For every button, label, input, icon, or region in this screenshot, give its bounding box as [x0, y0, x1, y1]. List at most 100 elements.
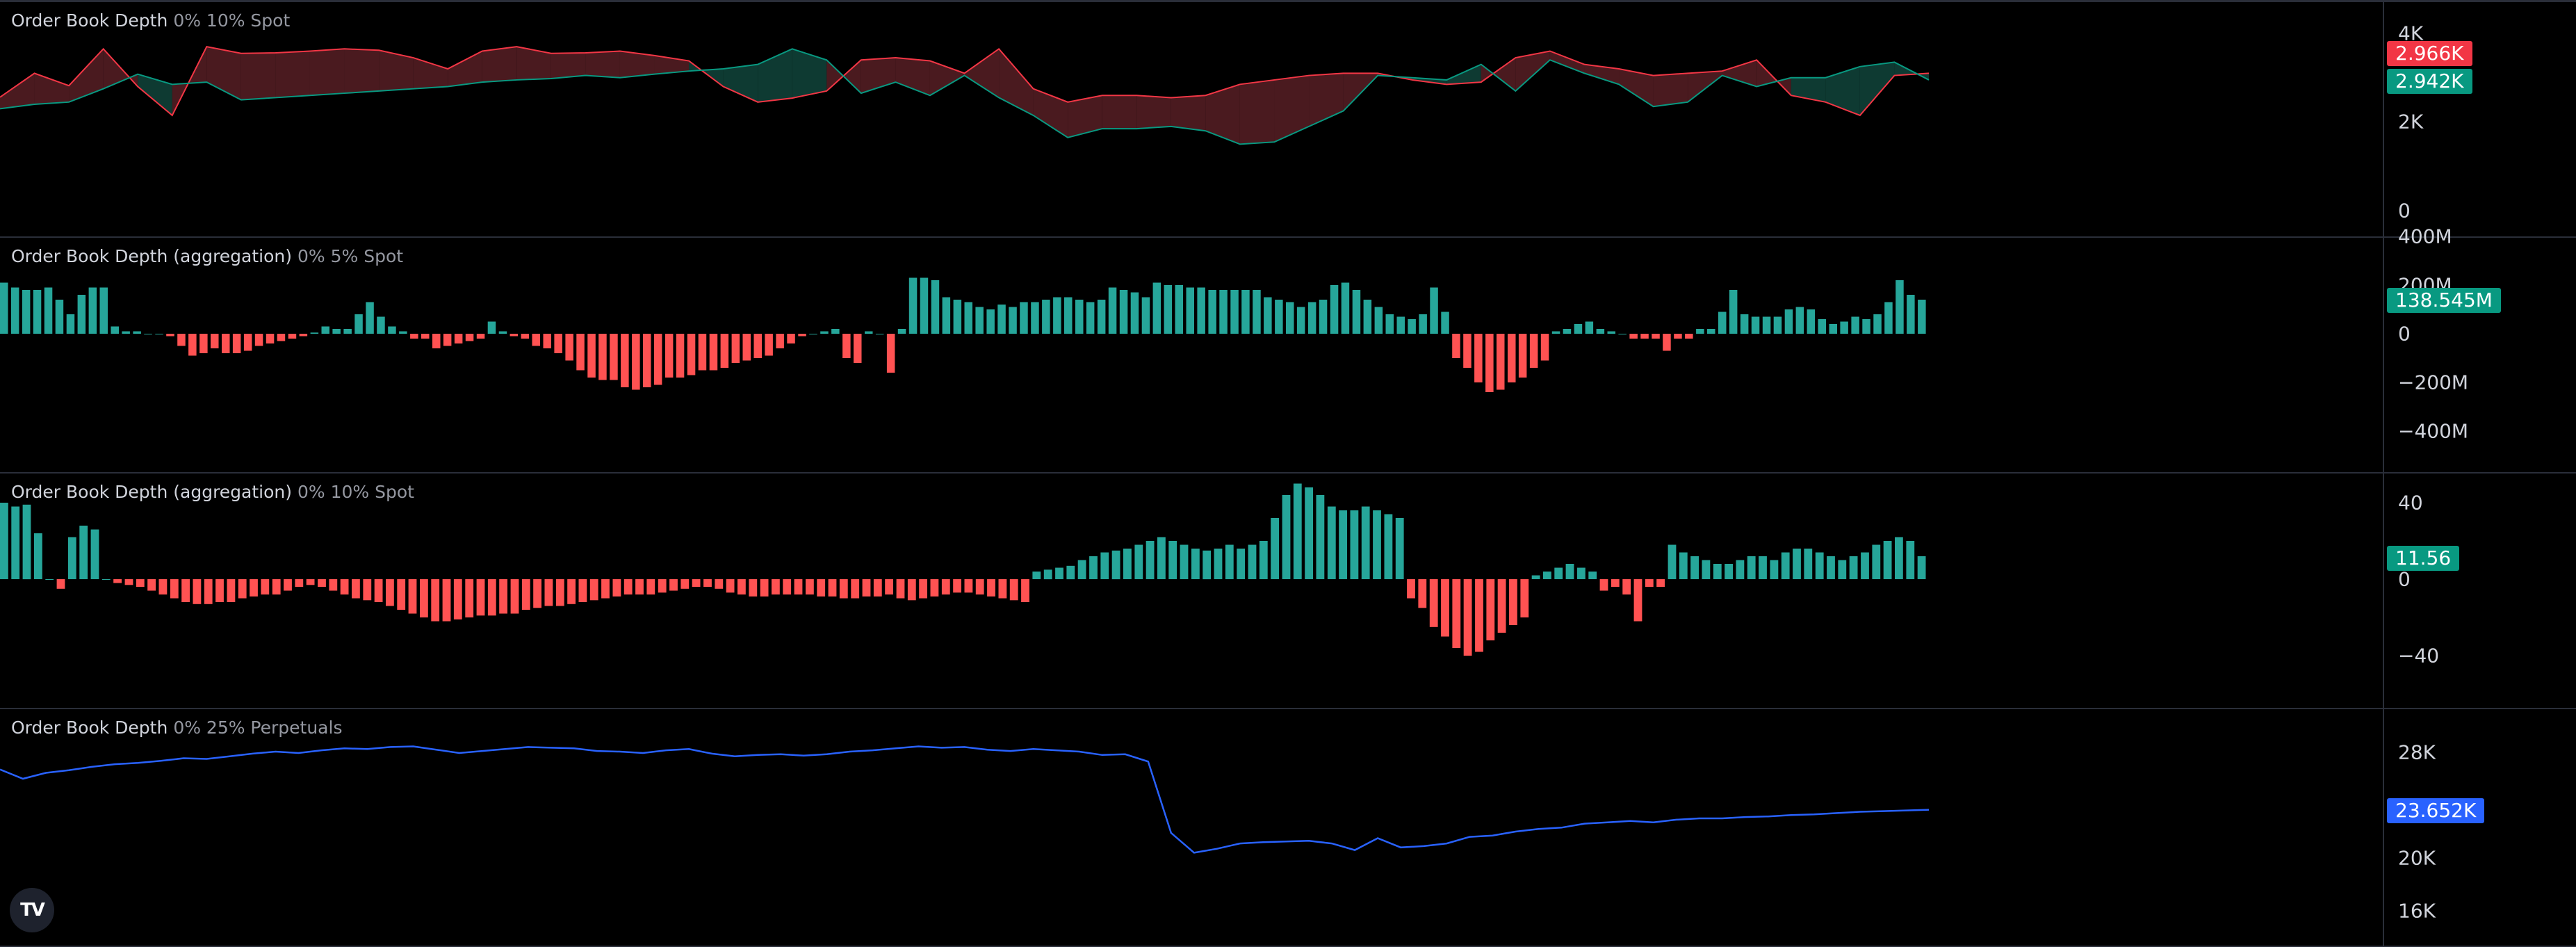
histogram-bar	[1100, 552, 1109, 579]
depth-fill-segment	[551, 53, 586, 79]
indicator-legend[interactable]: Order Book Depth 0% 10% Spot	[11, 10, 290, 31]
histogram-bar	[22, 504, 31, 580]
price-axis[interactable]: 28K 20K 16K 23.652K	[2383, 709, 2576, 946]
histogram-bar	[1186, 287, 1194, 334]
histogram-bar	[1175, 285, 1183, 334]
histogram-bar	[476, 334, 485, 339]
histogram-bar	[1307, 302, 1316, 334]
depth-fill-segment	[1481, 58, 1516, 91]
histogram-bar	[1197, 287, 1205, 334]
histogram-bar	[1596, 329, 1605, 334]
plot-area[interactable]: Order Book Depth 0% 25% Perpetuals	[0, 709, 2383, 946]
histogram-bar	[254, 334, 263, 346]
histogram-bar	[79, 526, 88, 579]
histogram-bar	[1907, 295, 1915, 334]
axis-tick-label: 40	[2398, 491, 2423, 515]
depth-fill-segment	[1859, 62, 1895, 115]
histogram-bar	[420, 579, 428, 617]
plot-area[interactable]: Order Book Depth 0% 10% Spot	[0, 2, 2383, 236]
depth-fill-segment	[413, 58, 448, 89]
histogram-bar	[453, 579, 462, 620]
histogram-bar	[1009, 579, 1018, 601]
histogram-bar	[1373, 510, 1381, 579]
histogram-bar	[533, 579, 541, 608]
price-axis[interactable]: 400M 200M 0 −200M −400M 138.545M	[2383, 225, 2576, 472]
histogram-bar	[798, 334, 806, 337]
depth-fill-segment	[344, 49, 380, 94]
histogram-bar	[306, 579, 315, 585]
depth-fill-segment	[1688, 71, 1722, 102]
histogram-bar	[77, 295, 86, 334]
histogram-bar	[431, 579, 440, 622]
histogram-bar	[772, 579, 780, 594]
depth-fill-segment	[1722, 60, 1757, 87]
histogram-bar	[66, 314, 75, 334]
histogram-bar	[170, 579, 179, 599]
histogram-bar	[1361, 506, 1370, 579]
histogram-bar	[318, 579, 326, 587]
histogram-bar	[1441, 579, 1449, 637]
histogram-bar	[1679, 552, 1688, 579]
histogram-bar	[113, 579, 122, 583]
indicator-legend[interactable]: Order Book Depth 0% 25% Perpetuals	[11, 718, 342, 738]
histogram-bar	[476, 579, 485, 616]
histogram-bar	[1751, 316, 1760, 334]
histogram-bar	[873, 579, 882, 597]
histogram-bar	[964, 579, 973, 593]
histogram-bar	[886, 334, 895, 373]
histogram-bar	[1497, 579, 1506, 633]
histogram-bar	[188, 334, 197, 356]
histogram-bar	[1164, 285, 1173, 334]
histogram-bar	[1474, 334, 1483, 382]
histogram-bar	[388, 326, 396, 334]
axis-tick-label: 2K	[2398, 110, 2424, 133]
price-axis[interactable]: 40 0 −40 11.56	[2383, 474, 2576, 708]
histogram-bar	[1296, 307, 1305, 334]
histogram-bar	[1282, 495, 1291, 579]
histogram-bar	[554, 334, 562, 353]
indicator-legend[interactable]: Order Book Depth (aggregation) 0% 10% Spo…	[11, 482, 414, 503]
histogram-bar	[1259, 541, 1268, 579]
histogram-bar	[1781, 552, 1790, 579]
histogram-bar	[1043, 569, 1052, 580]
histogram-bar	[941, 579, 950, 594]
histogram-bar	[1418, 579, 1427, 608]
histogram-bar	[1130, 292, 1139, 334]
histogram-bar	[1463, 334, 1472, 368]
histogram-bar	[136, 579, 145, 587]
histogram-bar	[1588, 572, 1597, 579]
histogram-bar	[1685, 334, 1693, 339]
histogram-bar	[669, 579, 678, 591]
axis-tick-label: 0	[2398, 199, 2411, 222]
histogram-bar	[1463, 579, 1472, 656]
histogram-bar	[576, 334, 585, 371]
indicator-legend[interactable]: Order Book Depth (aggregation) 0% 5% Spot	[11, 246, 403, 267]
histogram-bar	[1840, 321, 1848, 334]
histogram-bar	[760, 579, 769, 597]
histogram-bar	[1363, 300, 1372, 334]
histogram-bar	[454, 334, 463, 343]
top-border	[0, 0, 2576, 2]
histogram-bar	[386, 579, 394, 606]
price-axis[interactable]: 4K 2K 0 2.966K 2.942K	[2383, 2, 2576, 236]
histogram-bar	[1554, 567, 1563, 579]
histogram-bar	[122, 331, 130, 334]
histogram-bar	[1713, 564, 1722, 579]
plot-area[interactable]: Order Book Depth (aggregation) 0% 5% Spot	[0, 238, 2383, 472]
histogram-bar	[1293, 483, 1302, 579]
histogram-bar	[1286, 302, 1294, 334]
histogram-bar	[975, 579, 984, 594]
histogram-bar	[653, 334, 662, 385]
histogram-bar	[1918, 300, 1926, 334]
axis-tick-label: −40	[2398, 644, 2440, 667]
histogram-bar	[1031, 302, 1039, 334]
plot-area[interactable]: Order Book Depth (aggregation) 0% 10% Spo…	[0, 474, 2383, 708]
histogram-bar	[787, 334, 795, 343]
histogram-bar	[1419, 314, 1427, 334]
histogram-bar	[1872, 544, 1881, 579]
tradingview-logo-icon[interactable]: TV	[10, 888, 54, 932]
histogram-bar	[1906, 541, 1915, 579]
histogram-bar	[1652, 334, 1660, 339]
pane-depth-10-spot: Order Book Depth 0% 10% Spot 4K 2K 0 2.96…	[0, 2, 2576, 238]
histogram-bar	[1316, 495, 1325, 579]
